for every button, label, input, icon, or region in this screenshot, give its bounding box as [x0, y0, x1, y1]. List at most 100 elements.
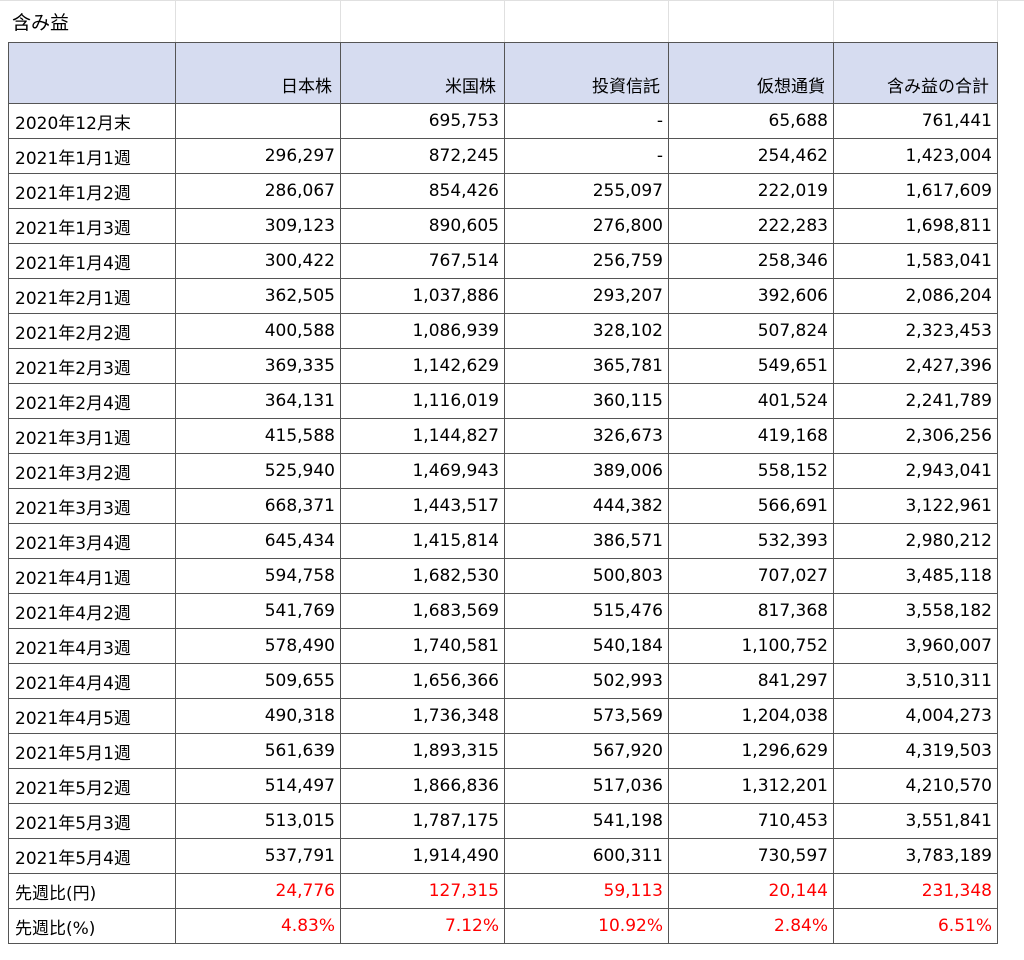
value-cell[interactable]: 1,204,038: [668, 698, 834, 734]
value-cell[interactable]: 419,168: [668, 418, 834, 454]
row-label-cell[interactable]: 2021年4月2週: [8, 593, 176, 629]
value-cell[interactable]: 256,759: [504, 243, 669, 279]
value-cell[interactable]: 2,323,453: [833, 313, 998, 349]
value-cell[interactable]: 365,781: [504, 348, 669, 384]
sheet-title[interactable]: 含み益: [12, 12, 70, 34]
row-label-cell[interactable]: 2021年4月3週: [8, 628, 176, 664]
value-cell[interactable]: 4,210,570: [833, 768, 998, 804]
column-header[interactable]: 日本株: [175, 42, 341, 104]
value-cell[interactable]: 513,015: [175, 803, 341, 839]
value-cell[interactable]: 1,736,348: [340, 698, 505, 734]
value-cell[interactable]: [175, 103, 341, 139]
row-label-cell[interactable]: 2021年1月3週: [8, 208, 176, 244]
value-cell[interactable]: 2.84%: [668, 908, 834, 944]
value-cell[interactable]: 1,740,581: [340, 628, 505, 664]
value-cell[interactable]: 1,469,943: [340, 453, 505, 489]
value-cell[interactable]: 24,776: [175, 873, 341, 909]
value-cell[interactable]: 10.92%: [504, 908, 669, 944]
value-cell[interactable]: 258,346: [668, 243, 834, 279]
value-cell[interactable]: 1,312,201: [668, 768, 834, 804]
value-cell[interactable]: 222,019: [668, 173, 834, 209]
row-label-cell[interactable]: 先週比(%): [8, 908, 176, 944]
value-cell[interactable]: 326,673: [504, 418, 669, 454]
row-label-cell[interactable]: 2021年1月2週: [8, 173, 176, 209]
value-cell[interactable]: 3,122,961: [833, 488, 998, 524]
value-cell[interactable]: 767,514: [340, 243, 505, 279]
value-cell[interactable]: 509,655: [175, 663, 341, 699]
row-label-cell[interactable]: 2021年2月4週: [8, 383, 176, 419]
value-cell[interactable]: 7.12%: [340, 908, 505, 944]
value-cell[interactable]: 668,371: [175, 488, 341, 524]
value-cell[interactable]: 514,497: [175, 768, 341, 804]
value-cell[interactable]: 6.51%: [833, 908, 998, 944]
value-cell[interactable]: 415,588: [175, 418, 341, 454]
value-cell[interactable]: 515,476: [504, 593, 669, 629]
value-cell[interactable]: 1,037,886: [340, 278, 505, 314]
value-cell[interactable]: 1,142,629: [340, 348, 505, 384]
value-cell[interactable]: 1,866,836: [340, 768, 505, 804]
value-cell[interactable]: 1,682,530: [340, 558, 505, 594]
value-cell[interactable]: 1,787,175: [340, 803, 505, 839]
value-cell[interactable]: 4.83%: [175, 908, 341, 944]
header-cell-corner[interactable]: [8, 42, 176, 104]
value-cell[interactable]: 4,004,273: [833, 698, 998, 734]
row-label-cell[interactable]: 2021年1月4週: [8, 243, 176, 279]
value-cell[interactable]: 541,198: [504, 803, 669, 839]
value-cell[interactable]: 1,116,019: [340, 383, 505, 419]
value-cell[interactable]: -: [504, 103, 669, 139]
row-label-cell[interactable]: 2021年3月3週: [8, 488, 176, 524]
row-label-cell[interactable]: 2021年1月1週: [8, 138, 176, 174]
value-cell[interactable]: 558,152: [668, 453, 834, 489]
value-cell[interactable]: 561,639: [175, 733, 341, 769]
value-cell[interactable]: 3,558,182: [833, 593, 998, 629]
value-cell[interactable]: 1,683,569: [340, 593, 505, 629]
value-cell[interactable]: 872,245: [340, 138, 505, 174]
value-cell[interactable]: 1,144,827: [340, 418, 505, 454]
value-cell[interactable]: 541,769: [175, 593, 341, 629]
value-cell[interactable]: 645,434: [175, 523, 341, 559]
value-cell[interactable]: 20,144: [668, 873, 834, 909]
value-cell[interactable]: 401,524: [668, 383, 834, 419]
value-cell[interactable]: 309,123: [175, 208, 341, 244]
value-cell[interactable]: 444,382: [504, 488, 669, 524]
value-cell[interactable]: 817,368: [668, 593, 834, 629]
value-cell[interactable]: 1,415,814: [340, 523, 505, 559]
value-cell[interactable]: 389,006: [504, 453, 669, 489]
row-label-cell[interactable]: 2021年5月1週: [8, 733, 176, 769]
value-cell[interactable]: 328,102: [504, 313, 669, 349]
value-cell[interactable]: 502,993: [504, 663, 669, 699]
value-cell[interactable]: 1,914,490: [340, 838, 505, 874]
value-cell[interactable]: 286,067: [175, 173, 341, 209]
value-cell[interactable]: 2,427,396: [833, 348, 998, 384]
row-label-cell[interactable]: 2021年4月5週: [8, 698, 176, 734]
value-cell[interactable]: 1,443,517: [340, 488, 505, 524]
value-cell[interactable]: 600,311: [504, 838, 669, 874]
row-label-cell[interactable]: 2021年4月4週: [8, 663, 176, 699]
value-cell[interactable]: 1,423,004: [833, 138, 998, 174]
column-header[interactable]: 仮想通貨: [668, 42, 834, 104]
column-header[interactable]: 含み益の合計: [833, 42, 998, 104]
value-cell[interactable]: 517,036: [504, 768, 669, 804]
row-label-cell[interactable]: 2021年2月2週: [8, 313, 176, 349]
column-header[interactable]: 米国株: [340, 42, 505, 104]
row-label-cell[interactable]: 2021年5月4週: [8, 838, 176, 874]
value-cell[interactable]: 578,490: [175, 628, 341, 664]
value-cell[interactable]: 231,348: [833, 873, 998, 909]
value-cell[interactable]: 222,283: [668, 208, 834, 244]
row-label-cell[interactable]: 2021年5月3週: [8, 803, 176, 839]
value-cell[interactable]: 300,422: [175, 243, 341, 279]
value-cell[interactable]: 364,131: [175, 383, 341, 419]
value-cell[interactable]: 1,296,629: [668, 733, 834, 769]
value-cell[interactable]: 360,115: [504, 383, 669, 419]
value-cell[interactable]: 490,318: [175, 698, 341, 734]
value-cell[interactable]: 1,698,811: [833, 208, 998, 244]
value-cell[interactable]: 2,980,212: [833, 523, 998, 559]
value-cell[interactable]: 2,306,256: [833, 418, 998, 454]
value-cell[interactable]: 1,086,939: [340, 313, 505, 349]
value-cell[interactable]: 3,510,311: [833, 663, 998, 699]
value-cell[interactable]: 276,800: [504, 208, 669, 244]
row-label-cell[interactable]: 2021年3月1週: [8, 418, 176, 454]
value-cell[interactable]: 2,241,789: [833, 383, 998, 419]
value-cell[interactable]: -: [504, 138, 669, 174]
value-cell[interactable]: 549,651: [668, 348, 834, 384]
